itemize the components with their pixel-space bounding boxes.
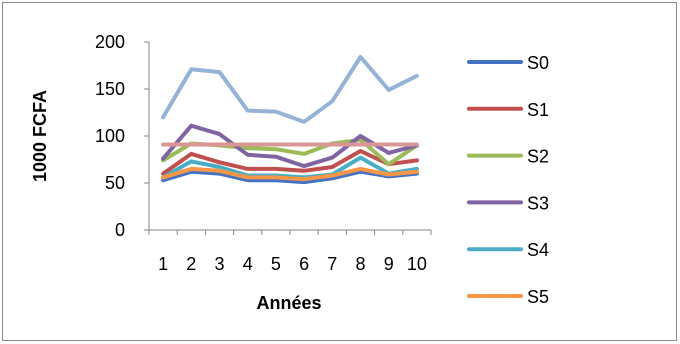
legend-label-s3: S3 — [527, 193, 549, 213]
series-line-s5 — [161, 166, 419, 182]
x-tick-group: 1 2 3 4 5 6 7 8 9 10 — [148, 230, 432, 274]
x-tick-label: 9 — [384, 254, 394, 274]
series-lines — [161, 55, 419, 185]
y-tick-label: 0 — [115, 220, 125, 240]
y-axis-title: 1000 FCFA — [30, 90, 50, 182]
x-tick-label: 10 — [407, 254, 427, 274]
x-tick-label: 4 — [243, 254, 253, 274]
legend-label-s2: S2 — [527, 147, 549, 167]
legend-label-s0: S0 — [527, 53, 549, 73]
legend-label-s1: S1 — [527, 100, 549, 120]
y-tick-group: 0 50 100 150 200 — [95, 32, 149, 240]
x-tick-label: 7 — [327, 254, 337, 274]
y-tick-label: 50 — [105, 173, 125, 193]
x-axis-title: Années — [256, 293, 321, 313]
series-line-s0 — [161, 169, 419, 185]
y-tick-label: 100 — [95, 126, 125, 146]
x-tick-label: 8 — [355, 254, 365, 274]
x-tick-label: 1 — [158, 254, 168, 274]
legend: S0 S1 S2 S3 S4 S5 — [467, 53, 549, 307]
legend-label-s4: S4 — [527, 240, 549, 260]
legend-label-s5: S5 — [527, 287, 549, 307]
x-tick-label: 6 — [299, 254, 309, 274]
x-tick-label: 2 — [186, 254, 196, 274]
x-tick-label: 3 — [214, 254, 224, 274]
y-tick-label: 200 — [95, 32, 125, 52]
y-tick-label: 150 — [95, 79, 125, 99]
series-line-s1 — [161, 149, 419, 176]
series-line-unnamed-6 — [161, 55, 419, 124]
x-tick-label: 5 — [271, 254, 281, 274]
